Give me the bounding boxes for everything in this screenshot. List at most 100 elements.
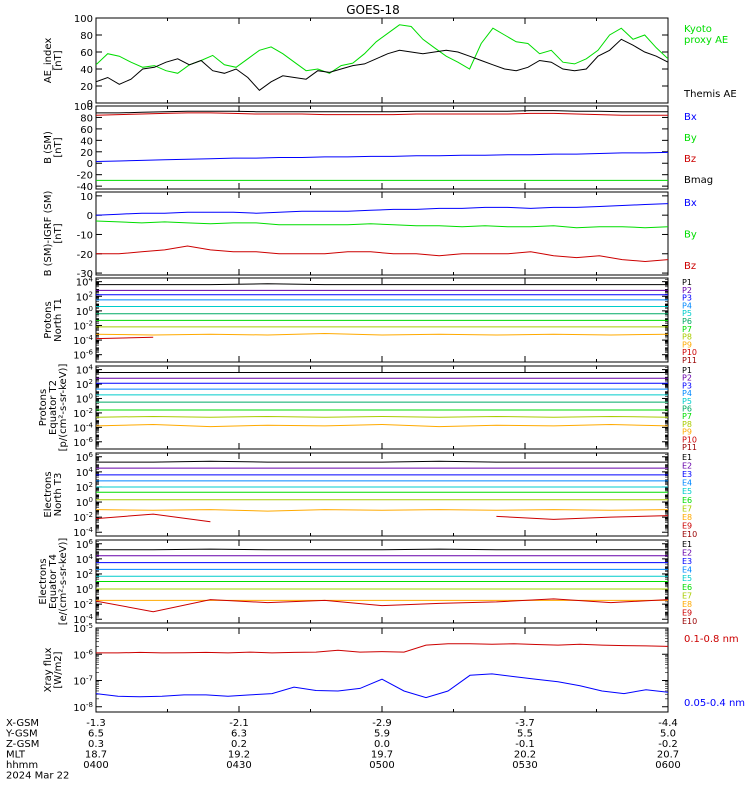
y-tick-label: 20 bbox=[80, 82, 93, 93]
y-axis-label: AE_index bbox=[43, 38, 54, 84]
channel-label: P2 bbox=[682, 286, 692, 295]
x-axis-value: 5.9 bbox=[374, 729, 390, 740]
y-tick-label: 10-2 bbox=[73, 407, 93, 420]
series-bmag bbox=[96, 110, 668, 114]
x-axis-row-label: X-GSM bbox=[6, 718, 39, 729]
panel-bigrf: -30 -20 -10 0 10 B (SM)-IGRF (SM) [nT] Bx By Bz bbox=[43, 191, 697, 281]
y-tick-label: 10-4 bbox=[73, 421, 93, 434]
x-axis-value: 0.3 bbox=[88, 739, 104, 750]
channel-label: P8 bbox=[682, 420, 692, 429]
data-lines bbox=[96, 460, 668, 523]
y-tick-label: 102 bbox=[76, 378, 93, 391]
channel-label: P1 bbox=[682, 278, 692, 287]
y-tick-label: 40 bbox=[80, 65, 93, 76]
channel-label: E3 bbox=[682, 557, 692, 566]
channel-label: E2 bbox=[682, 549, 692, 558]
series-themis-ae bbox=[96, 38, 668, 91]
channel-label: P4 bbox=[682, 389, 692, 398]
y-tick-label: 0 bbox=[87, 211, 93, 222]
channel-label: E1 bbox=[682, 540, 692, 549]
y-tick-label: -20 bbox=[77, 171, 93, 182]
x-axis-value: 20.7 bbox=[657, 750, 679, 761]
y-axis-label: North T3 bbox=[53, 473, 64, 517]
y-axis-label: Xray flux bbox=[43, 648, 54, 693]
figure-title: GOES-18 bbox=[346, 3, 400, 17]
y-tick-label: 106 bbox=[76, 451, 94, 464]
y-tick-label: 10-2 bbox=[73, 598, 93, 611]
y-tick-label: 102 bbox=[76, 568, 93, 581]
y-tick-label: 104 bbox=[76, 364, 94, 377]
y-tick-label: 100 bbox=[76, 305, 93, 318]
series-p10 bbox=[96, 337, 611, 338]
x-axis-value: 0430 bbox=[226, 760, 251, 771]
channel-label: E10 bbox=[682, 617, 697, 626]
y-tick-label: 0 bbox=[87, 159, 93, 170]
x-axis-value: -0.2 bbox=[658, 739, 678, 750]
channel-label: P11 bbox=[682, 443, 697, 452]
y-tick-label: 104 bbox=[76, 553, 94, 566]
x-axis-value: -2.1 bbox=[229, 718, 249, 729]
y-tick-label: 10-6 bbox=[73, 436, 93, 449]
y-axis-label: Electrons bbox=[38, 558, 49, 604]
channel-label: P10 bbox=[682, 435, 697, 444]
y-tick-label: 100 bbox=[76, 392, 93, 405]
channel-label: E10 bbox=[682, 530, 697, 539]
channel-label: P6 bbox=[682, 317, 692, 326]
x-axis-value: 19.2 bbox=[228, 750, 250, 761]
y-tick-label: 10 bbox=[80, 192, 93, 203]
series-kyoto-proxy-ae bbox=[96, 24, 668, 74]
data-lines bbox=[96, 24, 668, 91]
series-label: Bx bbox=[684, 112, 697, 123]
channel-label: P5 bbox=[682, 397, 692, 406]
y-tick-label: 10-2 bbox=[73, 319, 93, 332]
series-0-1-0-8-nm bbox=[96, 643, 668, 654]
y-axis-label: Equator T4 bbox=[48, 554, 59, 609]
y-tick-label: 80 bbox=[80, 113, 93, 124]
y-tick-label: 102 bbox=[76, 290, 93, 303]
y-tick-label: 10-6 bbox=[73, 349, 93, 362]
channel-label: P3 bbox=[682, 381, 692, 390]
y-axis-label: [W/m2] bbox=[53, 651, 64, 688]
series-label: Bx bbox=[684, 198, 697, 209]
y-tick-label: -20 bbox=[77, 250, 93, 261]
channel-label: E8 bbox=[682, 600, 692, 609]
series-e9 bbox=[96, 598, 668, 613]
x-axis-row-label: Z-GSM bbox=[6, 739, 39, 750]
x-axis-row-label: Y-GSM bbox=[5, 729, 38, 740]
series-p9 bbox=[96, 332, 668, 336]
x-axis-value: 0.0 bbox=[374, 739, 390, 750]
x-axis-date: 2024 Mar 22 bbox=[6, 771, 69, 782]
y-tick-label: 60 bbox=[80, 125, 93, 136]
y-axis-label: Electrons bbox=[43, 471, 54, 517]
y-tick-label: 104 bbox=[76, 276, 94, 289]
y-tick-label: 100 bbox=[76, 583, 93, 596]
y-tick-label: 10-2 bbox=[73, 511, 93, 524]
y-tick-label: 100 bbox=[76, 496, 93, 509]
series-e1 bbox=[96, 460, 668, 463]
channel-label: P11 bbox=[682, 356, 697, 365]
channel-label: P7 bbox=[682, 412, 692, 421]
y-axis-label: Protons bbox=[43, 301, 54, 338]
x-axis-value: 6.3 bbox=[231, 729, 247, 740]
panel-frame bbox=[95, 452, 669, 537]
series-p9 bbox=[96, 423, 668, 428]
x-axis-value: -4.4 bbox=[658, 718, 678, 729]
data-lines bbox=[96, 110, 668, 181]
y-tick-label: 40 bbox=[80, 136, 93, 147]
series-bx bbox=[96, 151, 668, 162]
x-axis-value: -0.1 bbox=[515, 739, 535, 750]
x-axis-value: -2.9 bbox=[372, 718, 392, 729]
series-label: By bbox=[684, 230, 697, 241]
series-p8 bbox=[96, 415, 668, 418]
data-lines bbox=[96, 203, 668, 263]
y-axis-label: B (SM) bbox=[43, 131, 54, 164]
channel-label: P5 bbox=[682, 309, 692, 318]
y-tick-label: 10-4 bbox=[73, 334, 93, 347]
series-0-05-0-4-nm bbox=[96, 673, 668, 699]
channel-label: E5 bbox=[682, 487, 692, 496]
y-tick-label: 80 bbox=[80, 31, 93, 42]
y-tick-label: -30 bbox=[77, 269, 93, 280]
